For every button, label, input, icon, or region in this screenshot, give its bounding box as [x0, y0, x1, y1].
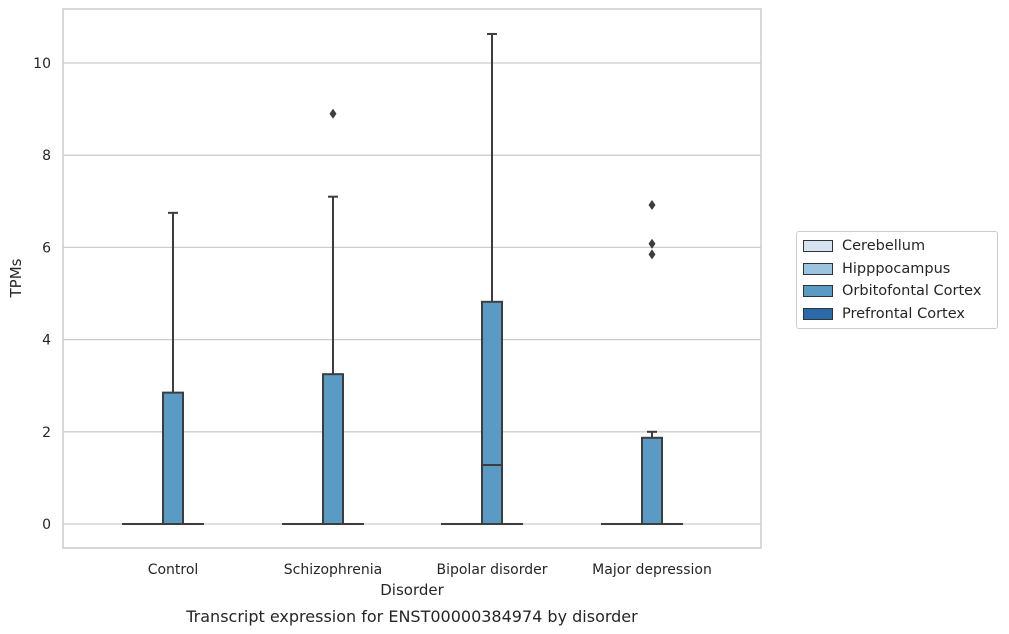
legend-item-2: Orbitofontal Cortex [797, 280, 997, 303]
x-axis-label: Disorder [380, 581, 444, 599]
legend-swatch-2 [803, 285, 833, 298]
legend: Cerebellum Hipppocampus Orbitofontal Corte… [796, 231, 998, 329]
x-tick-label-3: Major depression [592, 562, 712, 578]
legend-swatch-3 [803, 307, 833, 320]
box-2-3-outlier-0 [648, 249, 656, 260]
box-2-3-outlier-1 [648, 238, 656, 249]
y-tick-label-4: 4 [42, 333, 51, 349]
x-tick-label-1: Schizophrenia [284, 562, 382, 578]
y-tick-label-2: 2 [42, 425, 51, 441]
box-2-1-outlier-0 [329, 108, 337, 119]
y-axis-ticks: 0 2 4 6 8 10 [33, 56, 51, 533]
legend-label-3: Prefrontal Cortex [842, 305, 965, 322]
x-tick-label-2: Bipolar disorder [436, 562, 547, 578]
legend-swatch-1 [803, 262, 833, 275]
legend-item-3: Prefrontal Cortex [797, 303, 997, 326]
x-axis-ticks: Control Schizophrenia Bipolar disorder Majo… [148, 562, 712, 578]
legend-label-0: Cerebellum [842, 238, 926, 255]
y-tick-label-6: 6 [42, 240, 51, 256]
y-tick-label-10: 10 [33, 56, 51, 72]
y-tick-label-0: 0 [42, 517, 51, 533]
legend-item-0: Cerebellum [797, 235, 997, 258]
chart-caption: Transcript expression for ENST0000038497… [185, 607, 638, 626]
legend-label-1: Hipppocampus [842, 260, 951, 277]
box-2-3-iqr [641, 436, 663, 525]
legend-label-2: Orbitofontal Cortex [842, 283, 982, 300]
box-2-1-iqr [322, 373, 344, 525]
y-axis-label: TPMs [7, 258, 25, 298]
plot-area-frame [62, 8, 762, 549]
box-2-0-iqr [162, 391, 184, 525]
legend-item-1: Hipppocampus [797, 258, 997, 281]
y-tick-label-8: 8 [42, 148, 51, 164]
legend-swatch-0 [803, 240, 833, 253]
box-2-2-iqr [481, 300, 503, 525]
x-tick-label-0: Control [148, 562, 199, 578]
box-2-3-outlier-2 [648, 199, 656, 210]
box-plot-marks [122, 32, 683, 526]
